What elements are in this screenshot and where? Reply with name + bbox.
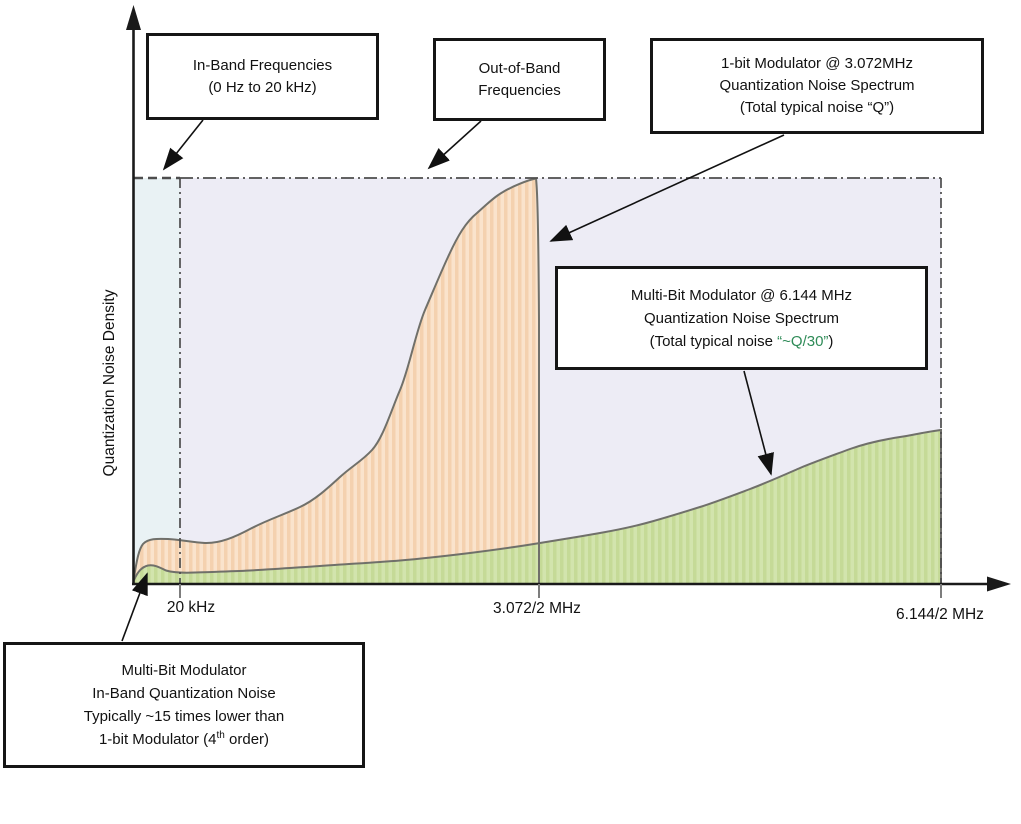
one-bit-noise-area bbox=[134, 178, 539, 583]
multi-bit-noise-curve bbox=[133, 428, 942, 583]
ordinal-superscript: th bbox=[216, 730, 225, 741]
multi-bit-inband-callout-box: Multi-Bit Modulator In-Band Quantization… bbox=[3, 642, 365, 768]
one-bit-callout-box: 1-bit Modulator @ 3.072MHz Quantization … bbox=[650, 38, 984, 134]
callout-line: 1-bit Modulator (4th order) bbox=[99, 728, 269, 751]
noise-ratio-highlight: “~Q/30” bbox=[777, 332, 829, 350]
callout-line: (0 Hz to 20 kHz) bbox=[208, 78, 317, 96]
x-tick-label-20khz: 20 kHz bbox=[166, 599, 216, 616]
callout-line: Multi-Bit Modulator @ 6.144 MHz bbox=[630, 286, 853, 304]
one-bit-noise-curve bbox=[133, 177, 540, 597]
one-bit-callout-arrow bbox=[549, 134, 785, 242]
x-tick-label-3mhz: 3.072/2 MHz bbox=[493, 600, 581, 617]
callout-line: (Total typical noise “~Q/30”) bbox=[650, 330, 834, 353]
x-axis-arrowhead bbox=[987, 576, 1011, 592]
x-tick-label-6mhz: 6.144/2 MHz bbox=[896, 606, 984, 623]
order-label-suffix: order) bbox=[224, 731, 270, 748]
callout-line: Quantization Noise Spectrum bbox=[643, 309, 840, 327]
noise-label-suffix: ) bbox=[828, 332, 834, 350]
y-axis-arrowhead bbox=[126, 5, 141, 30]
multi-bit-callout-arrow bbox=[743, 370, 774, 476]
callout-line: 1-bit Modulator @ 3.072MHz bbox=[721, 55, 913, 72]
order-label-prefix: 1-bit Modulator (4 bbox=[98, 731, 217, 748]
callout-line: In-Band Quantization Noise bbox=[92, 685, 276, 702]
noise-label-prefix: (Total typical noise bbox=[649, 332, 778, 350]
out-of-band-callout-arrow bbox=[427, 120, 482, 170]
callout-line: Quantization Noise Spectrum bbox=[719, 77, 915, 94]
callout-line: In-Band Frequencies bbox=[192, 56, 333, 74]
in-band-callout-box: In-Band Frequencies (0 Hz to 20 kHz) bbox=[146, 33, 379, 120]
y-axis-label: Quantization Noise Density bbox=[101, 289, 118, 477]
out-of-band-callout-box: Out-of-Band Frequencies bbox=[433, 38, 606, 121]
callout-line: Multi-Bit Modulator bbox=[121, 662, 247, 679]
multi-bit-callout-box: Multi-Bit Modulator @ 6.144 MHz Quantiza… bbox=[555, 266, 928, 370]
multi-bit-noise-area bbox=[134, 430, 941, 583]
multi-bit-inband-callout-arrow bbox=[121, 572, 148, 642]
callout-line: (Total typical noise “Q”) bbox=[739, 99, 895, 116]
callout-line: Frequencies bbox=[478, 81, 561, 99]
in-band-callout-arrow bbox=[162, 119, 204, 171]
in-band-region bbox=[134, 178, 180, 583]
callout-line: Typically ~15 times lower than bbox=[83, 708, 285, 725]
callout-line: Out-of-Band bbox=[478, 59, 561, 77]
